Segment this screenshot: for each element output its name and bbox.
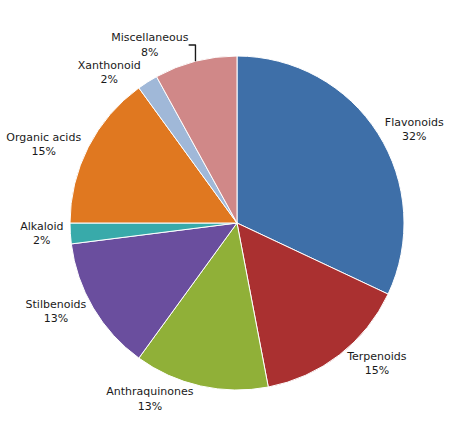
svg-text:Terpenoids15%: Terpenoids15% [346,350,407,377]
svg-text:Stilbenoids13%: Stilbenoids13% [26,298,87,325]
svg-text:Xanthonoid2%: Xanthonoid2% [78,59,141,86]
svg-text:Organic acids15%: Organic acids15% [6,131,81,158]
svg-text:Miscellaneous8%: Miscellaneous8% [111,31,188,58]
svg-text:Alkaloid2%: Alkaloid2% [20,220,63,247]
svg-text:Anthraquinones13%: Anthraquinones13% [106,385,193,412]
svg-text:Flavonoids32%: Flavonoids32% [385,116,444,143]
